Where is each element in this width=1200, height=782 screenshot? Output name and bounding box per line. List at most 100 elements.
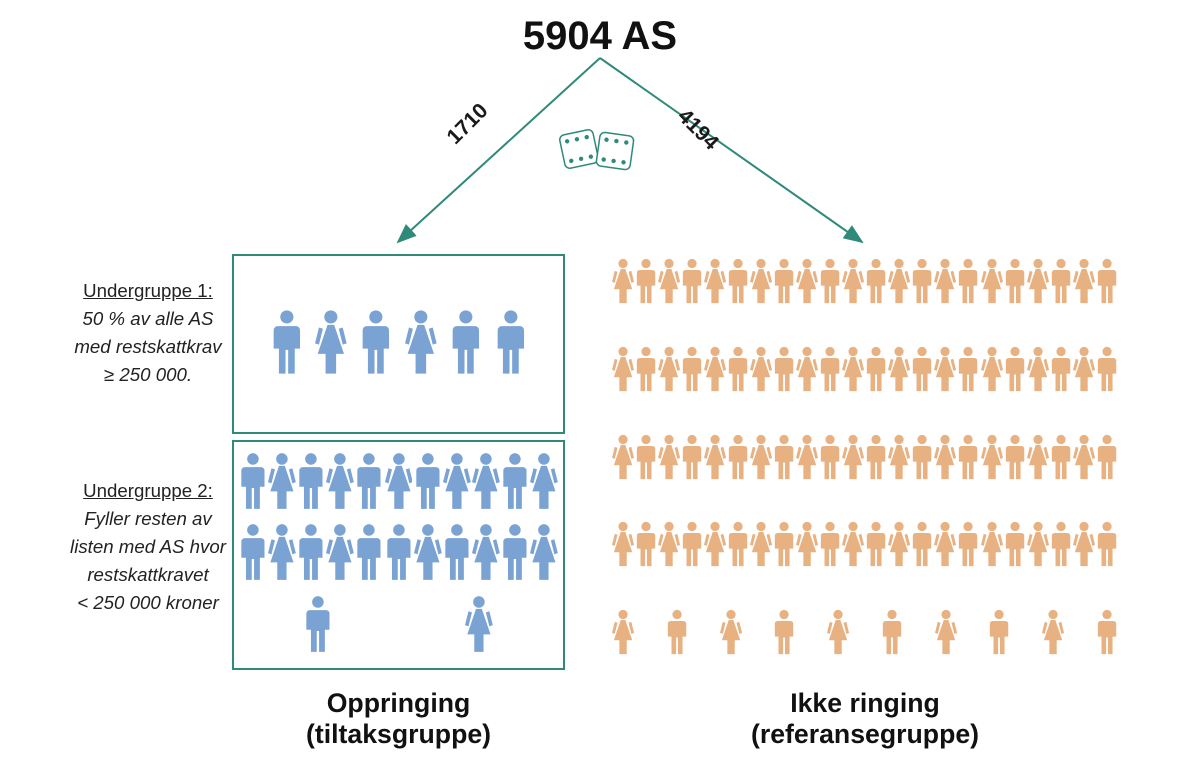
person <box>239 523 267 586</box>
person <box>727 434 749 485</box>
person-icon <box>530 523 558 581</box>
person-icon <box>304 595 332 653</box>
person <box>1096 521 1118 572</box>
person-icon <box>355 523 383 581</box>
person-icon <box>1027 258 1049 304</box>
person-icon <box>1027 346 1049 392</box>
person-icon <box>1004 521 1026 567</box>
subgroup-2-label: Undergruppe 2:Fyller resten avlisten med… <box>68 480 228 620</box>
person-icon <box>704 434 726 480</box>
person <box>988 609 1010 660</box>
person <box>1073 258 1095 309</box>
person-icon <box>1050 258 1072 304</box>
person <box>888 346 910 397</box>
person-icon <box>957 346 979 392</box>
person <box>443 523 471 586</box>
subgroup-line: Fyller resten av <box>68 508 228 530</box>
person <box>704 434 726 485</box>
person <box>773 434 795 485</box>
person <box>1073 434 1095 485</box>
subgroup-line: < 250 000 kroner <box>68 592 228 614</box>
person-icon <box>450 309 482 375</box>
person <box>888 434 910 485</box>
person-icon <box>443 452 471 510</box>
person-icon <box>1050 434 1072 480</box>
person-icon <box>981 346 1003 392</box>
person <box>957 434 979 485</box>
person <box>1073 346 1095 397</box>
person <box>1050 346 1072 397</box>
person-icon <box>495 309 527 375</box>
person-icon <box>957 521 979 567</box>
person <box>981 521 1003 572</box>
person <box>658 521 680 572</box>
person <box>934 258 956 309</box>
person-icon <box>1073 521 1095 567</box>
person <box>934 434 956 485</box>
person-icon <box>750 346 772 392</box>
subgroup-line: listen med AS hvor <box>68 536 228 558</box>
person-icon <box>681 521 703 567</box>
person-icon <box>773 346 795 392</box>
person <box>842 521 864 572</box>
person-icon <box>635 346 657 392</box>
person <box>1096 258 1118 309</box>
person <box>355 452 383 515</box>
person <box>612 434 634 485</box>
person <box>530 523 558 586</box>
person <box>681 434 703 485</box>
person-icon <box>796 258 818 304</box>
person <box>501 523 529 586</box>
person-icon <box>385 523 413 581</box>
person <box>326 452 354 515</box>
person-icon <box>268 452 296 510</box>
person-icon <box>796 346 818 392</box>
person-icon <box>957 434 979 480</box>
person-icon <box>612 521 634 567</box>
person-icon <box>658 258 680 304</box>
person <box>981 258 1003 309</box>
person-icon <box>1096 521 1118 567</box>
person <box>819 521 841 572</box>
page-title: 5904 AS <box>0 14 1200 59</box>
person <box>1027 258 1049 309</box>
person <box>773 346 795 397</box>
person-icon <box>934 521 956 567</box>
person-icon <box>681 346 703 392</box>
person-icon <box>819 521 841 567</box>
person-icon <box>1073 258 1095 304</box>
person-icon <box>658 434 680 480</box>
person <box>414 452 442 515</box>
person-icon <box>271 309 303 375</box>
person <box>934 521 956 572</box>
left-caption: Oppringing (tiltaksgruppe) <box>232 688 565 750</box>
left-caption-line1: Oppringing <box>327 688 471 718</box>
person <box>934 346 956 397</box>
right-group-people <box>612 258 1118 660</box>
person-icon <box>612 346 634 392</box>
person-icon <box>842 258 864 304</box>
subgroup-line: ≥ 250 000. <box>68 364 228 386</box>
person-icon <box>827 609 849 655</box>
person <box>666 609 688 660</box>
person-icon <box>911 346 933 392</box>
person-icon <box>934 434 956 480</box>
person <box>865 434 887 485</box>
person <box>727 258 749 309</box>
person-icon <box>443 523 471 581</box>
person <box>935 609 957 660</box>
person <box>1096 346 1118 397</box>
subgroup-1-label: Undergruppe 1:50 % av alle ASmed restska… <box>68 280 228 392</box>
person-icon <box>750 521 772 567</box>
person-icon <box>326 523 354 581</box>
person <box>268 523 296 586</box>
person <box>658 258 680 309</box>
person <box>1004 521 1026 572</box>
person <box>1004 346 1026 397</box>
person-icon <box>635 258 657 304</box>
person-icon <box>704 346 726 392</box>
person <box>612 521 634 572</box>
person <box>271 309 303 380</box>
person <box>1050 258 1072 309</box>
person-icon <box>773 609 795 655</box>
